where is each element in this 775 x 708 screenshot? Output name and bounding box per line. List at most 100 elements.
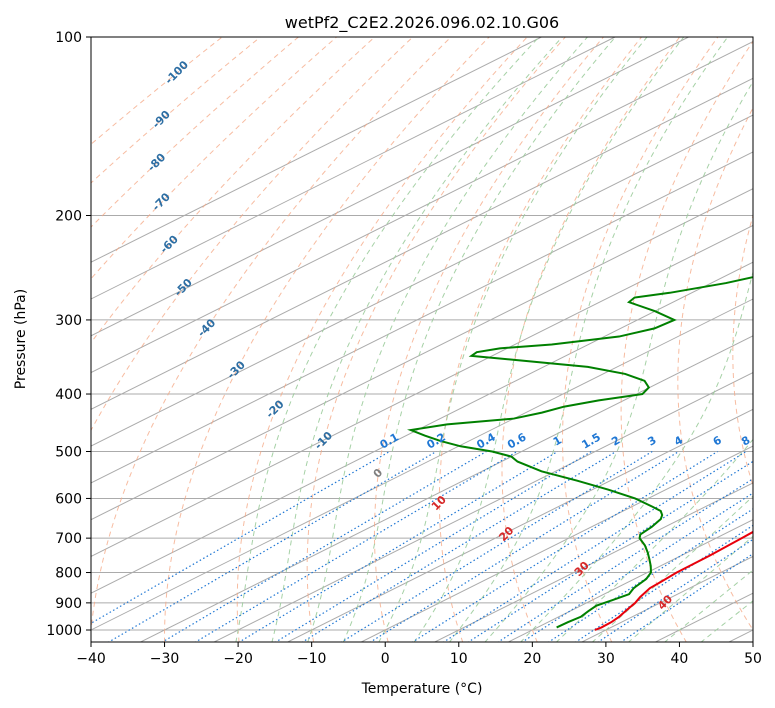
x-tick-label: −40 [76, 651, 106, 667]
mixing-ratio-line [194, 450, 518, 642]
y-tick-label: 200 [55, 209, 82, 225]
mixing-ratio-line [274, 450, 592, 642]
moist-adiabat [664, 569, 753, 642]
mixing-ratio-line [442, 450, 747, 642]
dry-adiabat [501, 37, 681, 642]
y-axis: 100 200 300 400 500 600 700 800 900 1000 [46, 30, 91, 639]
dry-adiabat-label: -20 [263, 397, 286, 420]
y-tick-label: 100 [55, 30, 82, 46]
mixing-ratio-line [597, 538, 753, 642]
dry-adiabat [373, 37, 604, 642]
dry-adiabat [91, 37, 223, 145]
mixing-ratio-label: 3 [645, 434, 658, 449]
moist-adiabat [342, 37, 616, 642]
x-tick-label: −30 [150, 651, 180, 667]
dry-adiabat-label: -30 [225, 358, 248, 381]
mixing-ratio-lines [91, 450, 753, 642]
x-tick-label: 30 [597, 651, 615, 667]
plot-area [91, 37, 753, 642]
moist-adiabat [235, 37, 540, 642]
x-tick-label: 0 [381, 651, 390, 667]
dry-adiabat [91, 37, 261, 184]
isotherm-line [507, 519, 753, 642]
x-tick-label: 40 [671, 651, 689, 667]
moist-adiabat [484, 80, 753, 642]
dry-adiabat [677, 106, 753, 631]
isotherm-line [360, 445, 753, 642]
isotherm-line [286, 408, 753, 642]
y-tick-label: 1000 [46, 623, 82, 639]
moist-adiabat [271, 37, 563, 642]
dry-adiabat-label: 40 [655, 592, 675, 612]
y-tick-label: 500 [55, 444, 82, 460]
dry-adiabat [91, 37, 337, 280]
x-tick-label: 50 [744, 651, 762, 667]
mixing-ratio-line [411, 450, 718, 642]
x-axis-label: Temperature (°C) [361, 681, 483, 697]
dry-adiabat-label: -100 [162, 58, 191, 87]
isobars [91, 37, 753, 631]
isotherm-line [91, 40, 753, 374]
isotherm-line [91, 298, 753, 631]
mixing-ratio-line [467, 460, 753, 642]
dry-adiabat [306, 37, 566, 642]
moist-adiabat [627, 535, 753, 642]
mixing-ratio-label: 4 [672, 433, 685, 448]
mixing-ratio-line [301, 450, 617, 642]
mixing-ratio-line [161, 450, 487, 642]
isotherm-line [91, 37, 542, 263]
isotherm-line [91, 37, 689, 337]
moist-adiabat [378, 37, 648, 642]
plot-frame [90, 36, 754, 643]
mixing-ratio-line [497, 478, 753, 642]
dry-adiabat-label: -70 [150, 190, 173, 213]
dewpoint-profile [407, 276, 753, 629]
dry-adiabat-label: -10 [312, 429, 335, 452]
dry-adiabat [438, 37, 642, 642]
y-tick-label: 300 [55, 313, 82, 329]
mixing-ratio-label: 1.5 [579, 431, 602, 452]
x-tick-label: 10 [450, 651, 468, 667]
isotherm-line [91, 37, 616, 300]
isotherm-line [139, 335, 753, 642]
moist-adiabat [307, 37, 588, 642]
chart-title: wetPf2_C2E2.2026.096.02.10.G06 [285, 13, 559, 33]
y-tick-label: 900 [55, 596, 82, 612]
mixing-ratio-line [574, 524, 753, 642]
mixing-ratio-label: 0.6 [505, 430, 529, 451]
mixing-ratio-label: 8 [739, 434, 752, 449]
y-tick-label: 800 [55, 566, 82, 582]
isotherm-line [91, 114, 753, 447]
isotherm-line [433, 482, 753, 642]
moist-adiabat [448, 37, 729, 642]
mixing-ratio-line [107, 450, 437, 642]
dry-adiabat-label: -50 [172, 276, 195, 299]
x-tick-label: 20 [523, 651, 541, 667]
temperature-profile [594, 530, 753, 631]
dry-adiabat [732, 213, 753, 488]
x-tick-label: −20 [223, 651, 253, 667]
x-tick-label: −10 [297, 651, 327, 667]
y-axis-label: Pressure (hPa) [13, 289, 29, 389]
dry-adiabat-label: 20 [496, 524, 516, 544]
dry-adiabat [236, 37, 528, 642]
dry-adiabats [91, 37, 753, 642]
isotherm-line [91, 77, 753, 410]
mixing-ratio-label: 6 [711, 433, 724, 448]
mixing-ratio-line [369, 450, 680, 642]
moist-adiabats [235, 37, 753, 642]
isotherm-line [91, 188, 753, 521]
x-axis: −40 −30 −20 −10 0 10 20 30 40 50 [76, 642, 762, 667]
moist-adiabat [413, 37, 685, 642]
dry-adiabat-label: -60 [158, 232, 181, 255]
dry-adiabat-label: 0 [371, 466, 386, 481]
mixing-ratio-line [91, 450, 390, 624]
dry-adiabat-label: 30 [572, 559, 592, 579]
isotherm-line [91, 224, 753, 558]
dry-adiabat [91, 37, 452, 636]
mixing-ratio-line [619, 553, 753, 642]
dry-adiabat [164, 37, 490, 642]
mixing-ratio-label: 2 [609, 434, 622, 449]
y-tick-label: 700 [55, 531, 82, 547]
